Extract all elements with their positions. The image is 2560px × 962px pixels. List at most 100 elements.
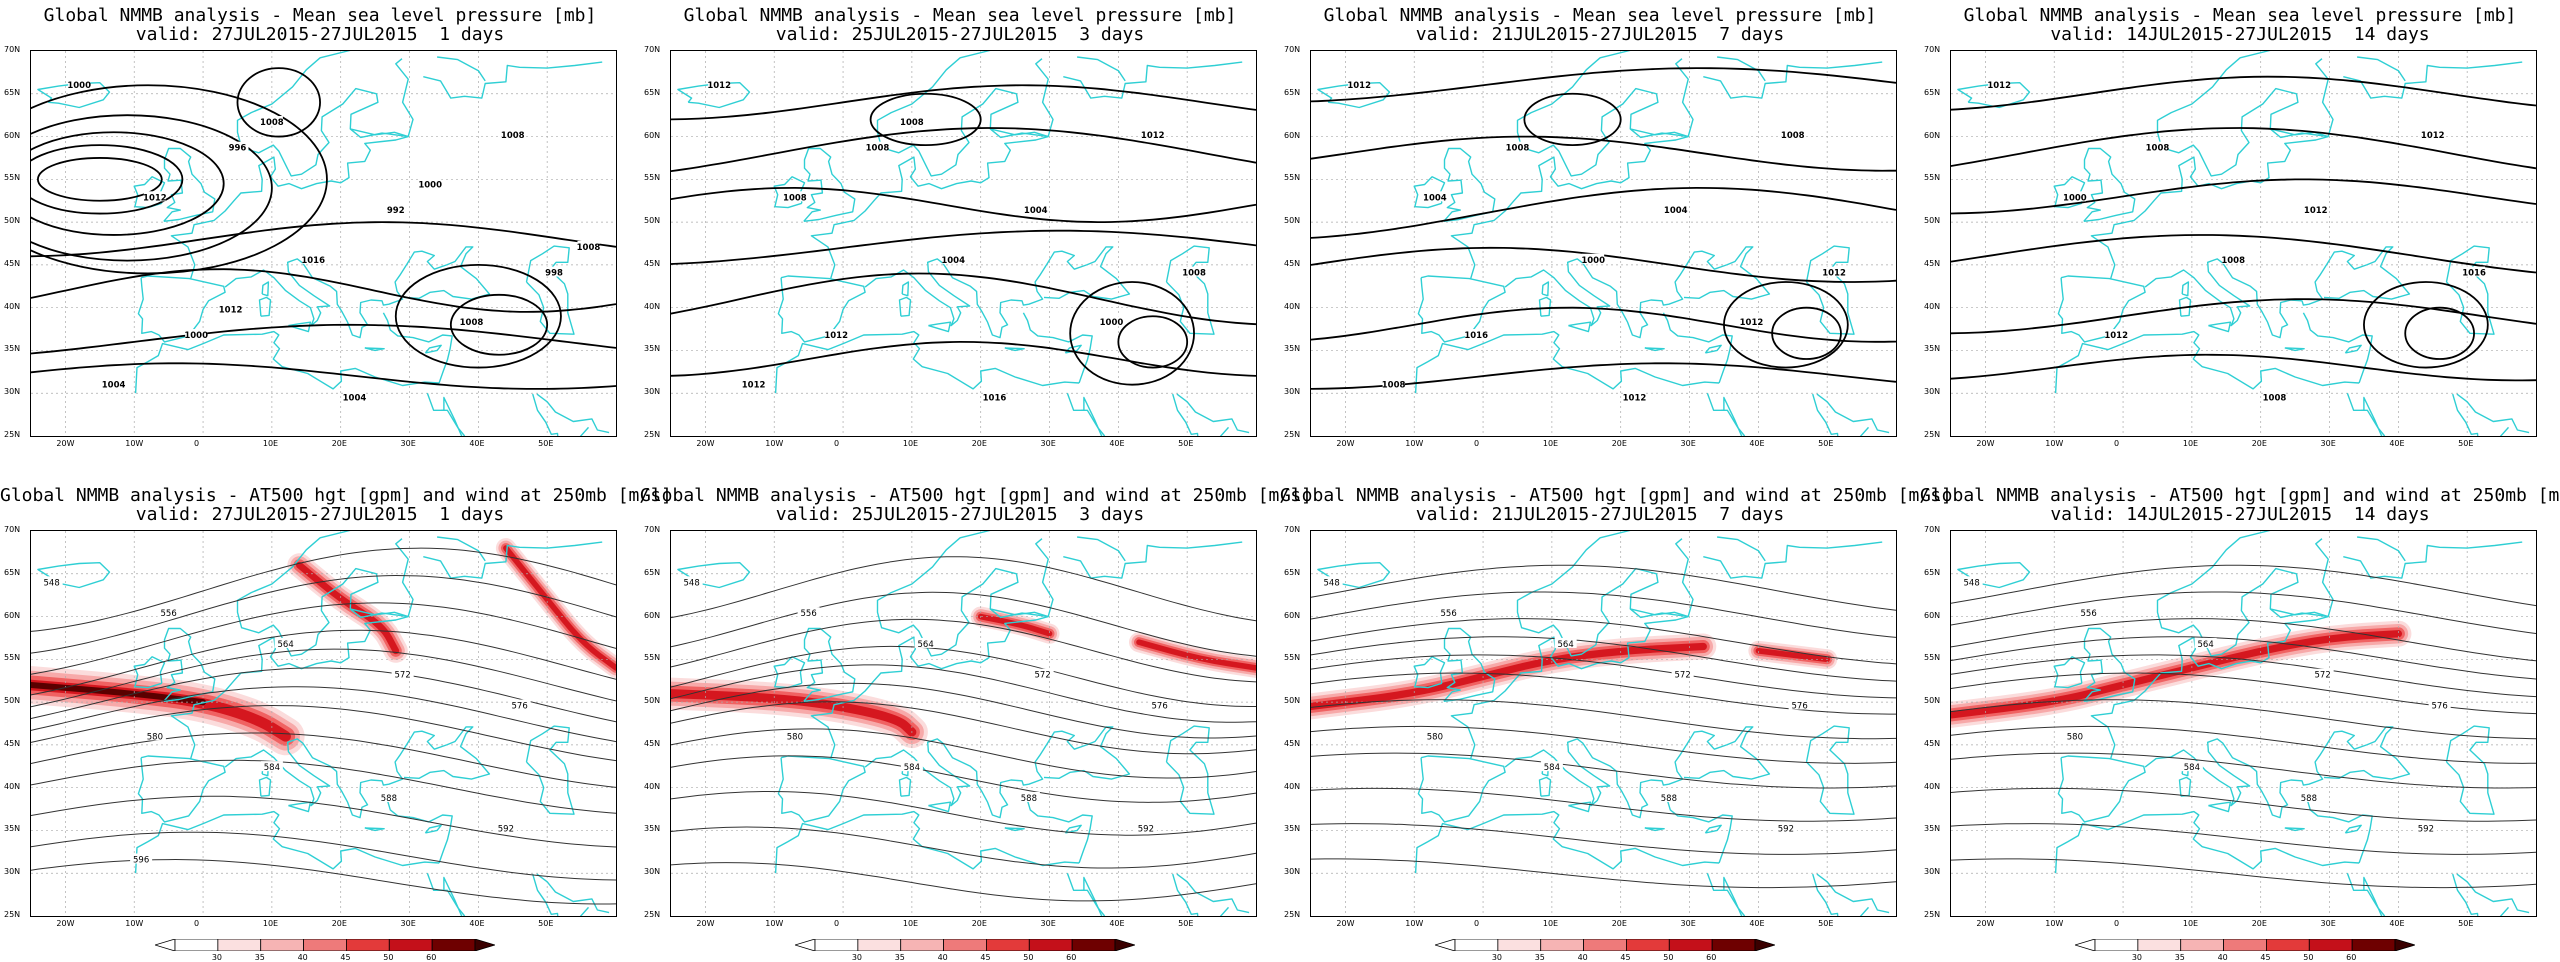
coastline [990, 538, 1054, 618]
height-contour [1311, 654, 1896, 699]
lat-tick: 40N [1284, 781, 1301, 791]
lon-tick: 20W [1336, 439, 1355, 448]
colorbar-tick: 60 [1066, 953, 1077, 962]
lon-tick: 50E [538, 439, 554, 448]
coastline [1644, 827, 1665, 832]
coastline [2053, 656, 2086, 689]
contour-label: 1012 [1987, 81, 2011, 91]
contour-label-bg [2421, 128, 2444, 139]
colorbar-tick: 30 [2131, 953, 2143, 962]
lon-tick: 0 [2114, 919, 2120, 928]
coastline [2178, 296, 2192, 317]
coastline [1414, 330, 1720, 394]
contour-label-bg [983, 391, 1006, 402]
coastline [1077, 536, 1126, 562]
coastline [288, 801, 312, 813]
lon-tick: 20E [331, 919, 347, 928]
contour-label: 1012 [707, 81, 731, 91]
coastline [133, 656, 166, 689]
contour-label: 1008 [501, 131, 525, 141]
colorbar-tick: 30 [1491, 953, 1503, 962]
contour-label: 1016 [2462, 269, 2486, 279]
map-svg: 1012 1008 1004 1008 1012 1016 1012 1008 1004 1000… [671, 51, 1256, 436]
isobar [31, 268, 616, 313]
contour-label: 1008 [577, 243, 601, 253]
lon-tick: 50E [2458, 919, 2474, 928]
contour-label: 1008 [2263, 394, 2287, 404]
colorbar-swatch [986, 939, 1030, 951]
lon-tick: 0 [2114, 439, 2120, 448]
lon-tick: 40E [2389, 919, 2405, 928]
coastline [2156, 51, 2271, 170]
map-area: 1012 1008 1012 1016 1012 1008 1012 1000 1008 [1950, 50, 2537, 437]
coastline [1516, 531, 1631, 650]
contour-label: 1012 [1347, 81, 1371, 91]
jet-stream-band [1311, 642, 1707, 711]
jet-stream-band [977, 613, 1053, 637]
coastline [424, 824, 442, 834]
panel-title-line: Global NMMB analysis - AT500 hgt [gpm] a… [0, 485, 672, 506]
coastline [927, 87, 1049, 177]
lat-tick: 30N [1924, 867, 1941, 877]
colorbar-tick: 60 [2346, 953, 2357, 962]
height-contour [1951, 618, 2536, 662]
contour-label-bg [742, 378, 765, 389]
contour-label: 1008 [1506, 144, 1530, 154]
colorbar-tick: 40 [297, 953, 308, 962]
lat-tick: 50N [1284, 696, 1301, 706]
coastline [2083, 627, 2136, 702]
contour-label-bg [1141, 128, 1164, 139]
isobar [671, 272, 1256, 326]
coastline [170, 615, 409, 759]
contour-label: 996 [229, 144, 247, 154]
lat-tick: 40N [644, 301, 661, 311]
contour-label-bg [1788, 699, 1811, 710]
contour-label: 1008 [1182, 269, 1206, 279]
isobar [31, 323, 616, 355]
contour-label-bg [219, 303, 242, 314]
contour-label-bg [460, 316, 483, 327]
coastline [37, 82, 111, 109]
colorbar-swatch [388, 939, 433, 951]
coastline [1706, 392, 1743, 436]
height-contour [1951, 636, 2536, 680]
colorbar-swatch [814, 939, 859, 951]
colorbar-swatch [900, 939, 944, 951]
contour-label: 1016 [983, 394, 1007, 404]
lon-tick: 20W [1976, 919, 1995, 928]
contour-label-bg [102, 378, 125, 389]
height-contour [671, 556, 1256, 622]
lat-tick: 45N [644, 258, 661, 268]
lon-tick: 0 [194, 439, 200, 448]
colorbar-swatch [1454, 939, 1499, 951]
map-area: 1012 1008 1004 1012 1016 1012 1008 1004 1000 1012… [1310, 50, 1897, 437]
lat-tick: 65N [1284, 87, 1301, 97]
coastline [2207, 567, 2329, 657]
height-contour [1951, 858, 2536, 889]
coastline [423, 541, 603, 579]
lat-tick: 70N [4, 45, 21, 54]
lon-tick: 10W [2045, 439, 2064, 448]
colorbar-tick: 35 [1534, 953, 1545, 962]
coastline [777, 275, 866, 343]
contour-label-bg [68, 79, 91, 90]
isobar [36, 157, 163, 202]
coastline [2144, 246, 2411, 339]
isobar [1951, 127, 2536, 170]
colorbar-tick: 45 [340, 953, 351, 962]
colorbar-tick: 30 [851, 953, 863, 962]
lon-tick: 20W [1336, 919, 1355, 928]
height-contour [671, 826, 1256, 869]
coastline [927, 567, 1049, 657]
contour-label-bg [226, 141, 249, 152]
lon-tick: 10E [902, 919, 919, 928]
coastline [1644, 347, 1665, 352]
colorbar-swatch [346, 939, 390, 951]
map-panel-3: Global NMMB analysis - Mean sea level pr… [1280, 0, 1920, 480]
isobar [236, 67, 321, 138]
coastline [928, 321, 952, 333]
contour-label-bg [680, 576, 703, 587]
coastline [1063, 61, 1243, 99]
contour-label: 1004 [102, 381, 126, 391]
map-svg: 548 556 564 572 576 580 584 588 592 [1951, 531, 2536, 916]
